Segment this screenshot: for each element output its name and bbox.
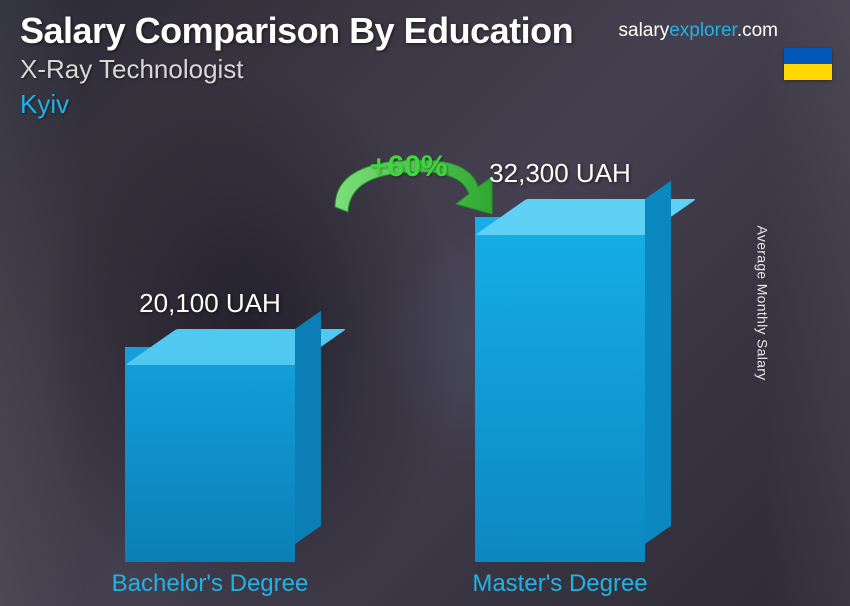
bar-side-face [645,181,671,544]
y-axis-label: Average Monthly Salary [755,226,771,381]
bar-value-label: 20,100 UAH [100,288,320,319]
location: Kyiv [20,89,830,120]
percent-change-badge: +60% [370,150,448,184]
bar-chart: +60% 20,100 UAH Bachelor's Degree 32,300… [90,162,730,562]
bar-3d [475,217,645,562]
brand-highlight: explorer [669,20,737,41]
brand-prefix: salary [619,20,670,41]
bar-category-label: Bachelor's Degree [100,570,320,598]
brand-logo: salaryexplorer.com [619,20,778,42]
bar-category-label: Master's Degree [450,570,670,598]
bar-side-face [295,311,321,544]
flag-top-stripe [784,48,832,64]
bar-masters: 32,300 UAH Master's Degree [460,217,660,562]
bar-value-label: 32,300 UAH [450,158,670,189]
flag-bottom-stripe [784,64,832,80]
bar-3d [125,347,295,562]
job-title: X-Ray Technologist [20,54,830,85]
bar-front-face [475,217,645,562]
bar-bachelors: 20,100 UAH Bachelor's Degree [110,347,310,562]
country-flag-icon [784,48,832,80]
brand-suffix: .com [737,20,778,41]
bar-front-face [125,347,295,562]
